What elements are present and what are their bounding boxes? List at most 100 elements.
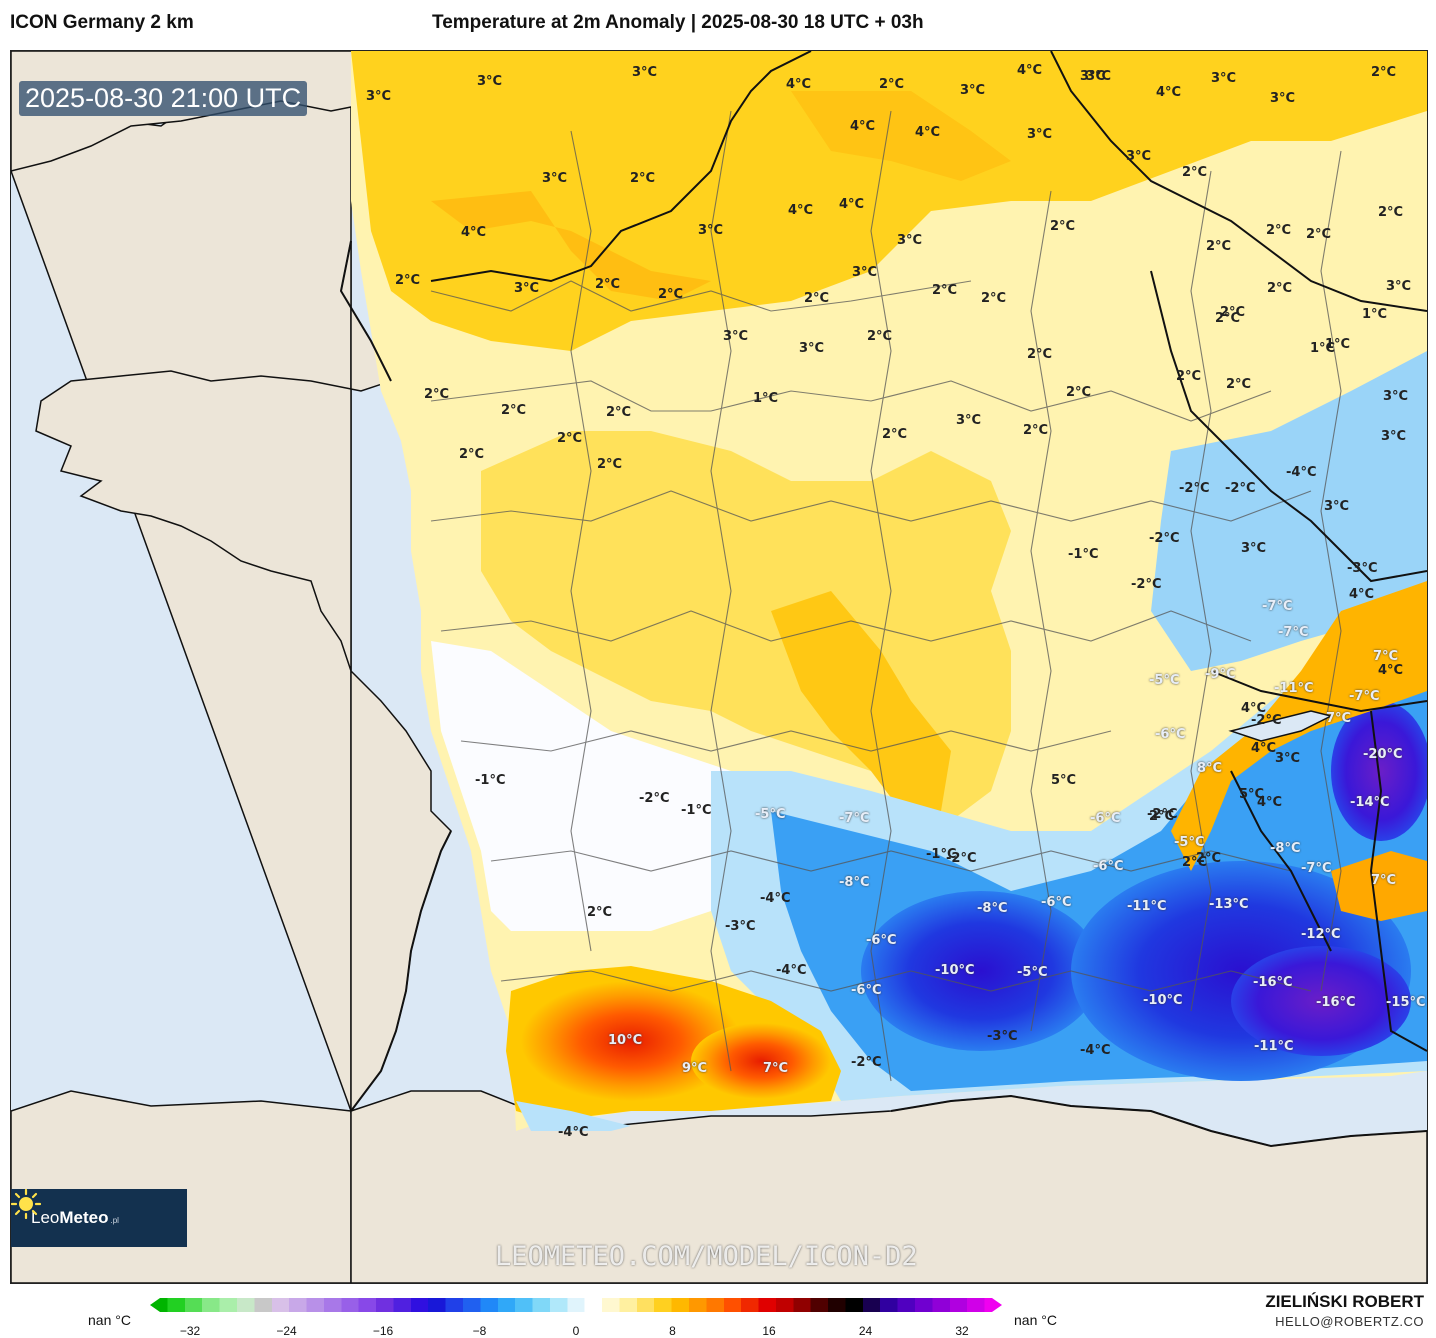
temperature-label: 3°C [1211,71,1237,86]
temperature-label: -13°C [1209,897,1249,912]
colorbar-tick-label: −32 [179,1324,201,1338]
temperature-label: 3°C [1086,69,1112,84]
temperature-label: -1°C [475,773,506,788]
temperature-label: 2°C [1176,369,1202,384]
author-email: HELLO@ROBERTZ.CO [1275,1314,1424,1329]
temperature-label: 2°C [1220,305,1246,320]
cool-strip-pyrenees [516,1101,631,1131]
temperature-label: 1°C [1310,341,1336,356]
temperature-label: -4°C [558,1125,589,1140]
map-panel[interactable]: 3°C 3°C 3°C 2°C 4°C 2°C 4°C 4°C 4°C 4°C 4°C 3°C 3°C 3… [10,50,1428,1284]
temperature-label: 2°C [867,329,893,344]
colorbar [150,1298,1002,1312]
temperature-label: 3°C [1383,389,1409,404]
temperature-label: 1°C [1362,307,1388,322]
temperature-label: 8°C [1197,761,1223,776]
temperature-label: 3°C [852,265,878,280]
temperature-label: 4°C [1257,795,1283,810]
temperature-label: 2°C [1066,385,1092,400]
temperature-label: 3°C [897,233,923,248]
temperature-label: 3°C [698,223,724,238]
leometeo-logo[interactable]: LeoMeteo .pl [11,1189,187,1247]
valid-time-badge: 2025-08-30 21:00 UTC [19,81,308,116]
temperature-label: -6°C [1093,859,1124,874]
temperature-label: -4°C [776,963,807,978]
warm-core-northeast [791,91,1011,181]
temperature-label: 10°C [608,1033,643,1048]
temperature-label: 2°C [882,427,908,442]
temperature-label: 2°C [1023,423,1049,438]
hot-core-pyrenees-east [691,1023,831,1099]
temperature-label: 5°C [1239,787,1265,802]
temperature-label: 4°C [839,197,865,212]
temperature-label: -5°C [1149,673,1180,688]
temperature-label: 2°C [597,457,623,472]
temperature-label: 2°C [395,273,421,288]
temperature-label: -2°C [1251,713,1282,728]
logo-brand-b: Meteo [59,1208,109,1227]
warm-center-orange [771,591,951,811]
temperature-label: -2°C [851,1055,882,1070]
temperature-label: 2°C [932,283,958,298]
temperature-label: 2°C [1306,227,1332,242]
temperature-label: -3°C [1347,561,1378,576]
temperature-label: 3°C [956,413,982,428]
map-title: Temperature at 2m Anomaly | 2025-08-30 1… [432,12,924,33]
temperature-label: 2°C [501,403,527,418]
temperature-label: 2°C [557,431,583,446]
temperature-label: 7°C [1371,873,1397,888]
temperature-label: 2°C [595,277,621,292]
map-canvas [11,51,1427,1283]
temperature-label: 2°C [1182,165,1208,180]
temperature-label: 4°C [1378,663,1404,678]
temperature-label: 3°C [799,341,825,356]
temperature-label: -11°C [1254,1039,1294,1054]
temperature-label: 4°C [850,119,876,134]
temperature-label: -16°C [1253,975,1293,990]
sun-icon [11,1189,41,1219]
temperature-label: 3°C [1080,69,1106,84]
temperature-label: -8°C [977,901,1008,916]
temperature-label: 4°C [786,77,812,92]
colorbar-tick-label: −16 [372,1324,394,1338]
hot-core-pyrenees-west [521,981,741,1101]
model-name: ICON Germany 2 km [10,12,194,33]
colorbar-tick-label: 8 [669,1324,676,1338]
temperature-label: 2°C [1226,377,1252,392]
temperature-label: -4°C [760,891,791,906]
temperature-label: 3°C [366,89,392,104]
temperature-label: 1°C [1325,337,1351,352]
model-url-watermark: LEOMETEO.COM/MODEL/ICON-D2 [495,1241,918,1272]
warm-alps-south [1331,851,1427,921]
region-borders [430,110,1342,1082]
temperature-label: 4°C [915,125,941,140]
temperature-label: 2°C [1371,65,1397,80]
temperature-label: -7°C [1301,861,1332,876]
temperature-label: -4°C [1080,1043,1111,1058]
temperature-label: 3°C [632,65,658,80]
temperature-label: 2°C [879,77,905,92]
temperature-label: 3°C [1386,279,1412,294]
logo-text: LeoMeteo .pl [31,1208,119,1228]
white-zone-west [431,641,771,931]
temperature-label: -11°C [1274,681,1314,696]
temperature-label: -1°C [681,803,712,818]
temperature-label: 3°C [1126,149,1152,164]
temperature-label: 2°C [1378,205,1404,220]
temperature-label: -2°C [1225,481,1256,496]
colorbar-tick-label: 16 [762,1324,776,1338]
colorbar-gradient [150,1298,1002,1312]
temperature-label: 7°C [763,1061,789,1076]
temperature-label: -2°C [639,791,670,806]
temperature-label: 2°C [1182,855,1208,870]
temperature-label: 4°C [1241,701,1267,716]
temperature-label: -8°C [839,875,870,890]
colorbar-tick-label: 24 [858,1324,873,1338]
temperature-label: -1°C [926,847,957,862]
temperature-label: -7°C [839,811,870,826]
temperature-label: 2°C [658,287,684,302]
temperature-label: 4°C [1156,85,1182,100]
temperature-label: -7°C [1278,625,1309,640]
temperature-label: 2°C [606,405,632,420]
temperature-label: -6°C [1041,895,1072,910]
